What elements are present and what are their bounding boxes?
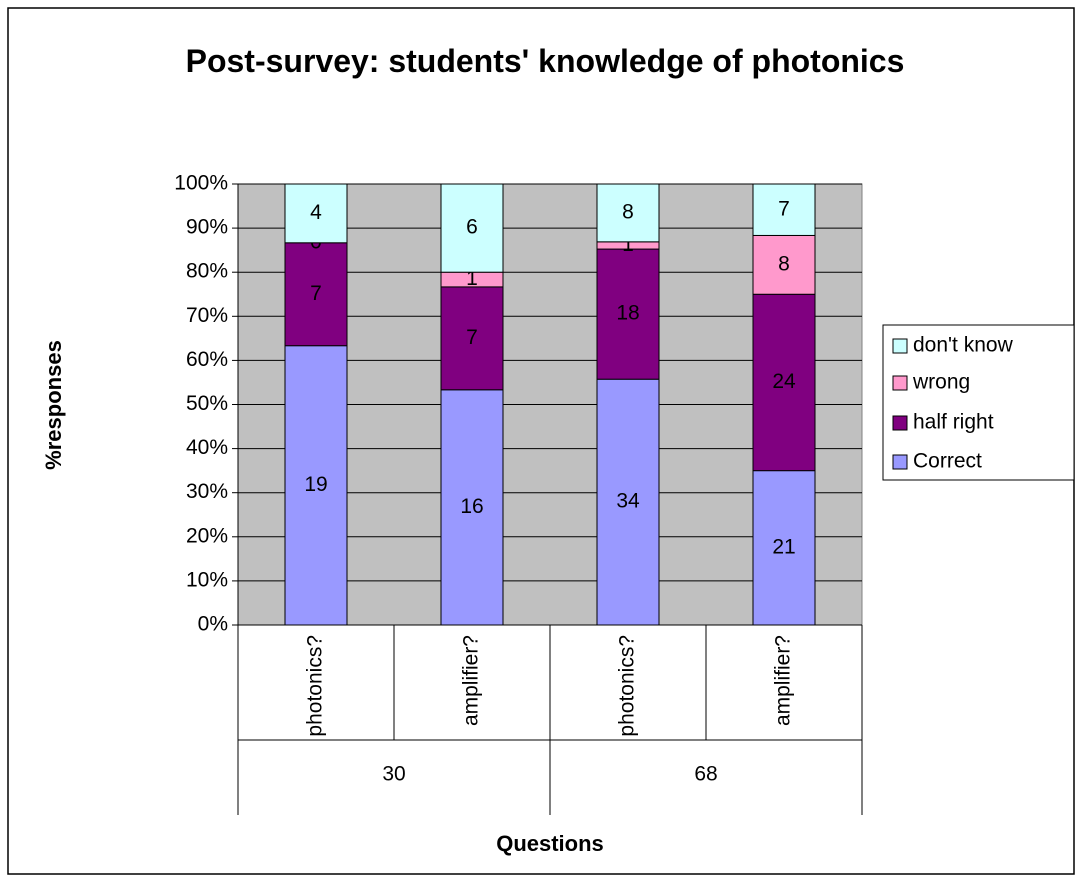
data-label: 8 bbox=[622, 200, 634, 223]
data-label: 7 bbox=[778, 197, 790, 220]
y-tick-label: 60% bbox=[186, 348, 228, 371]
data-label: 7 bbox=[310, 282, 322, 305]
data-label: 1 bbox=[466, 267, 478, 290]
data-label: 21 bbox=[772, 535, 795, 558]
legend-swatch bbox=[892, 338, 908, 354]
y-tick-label: 50% bbox=[186, 392, 228, 415]
bar-segment bbox=[284, 183, 348, 244]
bar-segment bbox=[752, 293, 816, 472]
data-label: 16 bbox=[460, 495, 483, 518]
bar-segment bbox=[752, 183, 816, 236]
bar-segment bbox=[596, 378, 660, 626]
group-label: 30 bbox=[382, 763, 405, 786]
legend-label: half right bbox=[913, 411, 994, 434]
legend-swatch bbox=[892, 454, 908, 470]
y-tick-label: 100% bbox=[174, 172, 228, 195]
data-label: 4 bbox=[310, 201, 322, 224]
legend-label: Correct bbox=[913, 450, 982, 473]
bar-segment bbox=[752, 234, 816, 295]
y-axis-label: %responses bbox=[41, 340, 66, 470]
y-tick-label: 40% bbox=[186, 436, 228, 459]
bar-segment bbox=[440, 183, 504, 273]
y-tick-label: 30% bbox=[186, 480, 228, 503]
x-tick-label: amplifier? bbox=[772, 635, 795, 726]
bar-segment bbox=[596, 248, 660, 380]
data-label: 18 bbox=[616, 302, 639, 325]
y-tick-label: 20% bbox=[186, 524, 228, 547]
chart-title: Post-survey: students' knowledge of phot… bbox=[185, 43, 905, 79]
y-tick-label: 90% bbox=[186, 216, 228, 239]
data-label: 1 bbox=[622, 233, 634, 256]
legend-box bbox=[882, 324, 1075, 481]
data-label: 8 bbox=[778, 252, 790, 275]
legend-label: don't know bbox=[913, 334, 1014, 357]
x-tick-label: amplifier? bbox=[460, 635, 483, 726]
data-label: 24 bbox=[772, 370, 796, 393]
legend-label: wrong bbox=[912, 371, 970, 394]
bar-segment bbox=[440, 389, 504, 626]
bar-segment bbox=[284, 345, 348, 626]
group-label: 68 bbox=[694, 763, 717, 786]
y-tick-label: 80% bbox=[186, 260, 228, 283]
data-label: 7 bbox=[466, 326, 478, 349]
x-tick-label: photonics? bbox=[616, 635, 639, 737]
legend-swatch bbox=[892, 375, 908, 391]
legend-swatch bbox=[892, 415, 908, 431]
y-tick-label: 0% bbox=[198, 613, 228, 636]
y-tick-label: 70% bbox=[186, 304, 228, 327]
data-label: 34 bbox=[616, 490, 640, 513]
data-label: 6 bbox=[466, 216, 478, 239]
x-axis-label: Questions bbox=[496, 831, 604, 856]
data-label: 19 bbox=[304, 473, 327, 496]
x-tick-label: photonics? bbox=[304, 635, 327, 737]
bar-segment bbox=[752, 470, 816, 626]
y-tick-label: 10% bbox=[186, 568, 228, 591]
bar-segment bbox=[596, 183, 660, 243]
